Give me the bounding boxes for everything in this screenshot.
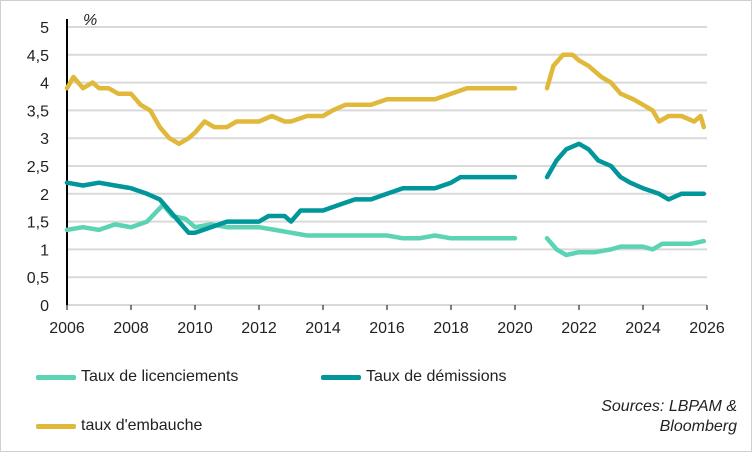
source-note: Sources: LBPAM & Bloomberg [601,397,737,437]
x-tick-label: 2010 [177,320,213,337]
series-line-1 [64,141,707,235]
legend-swatch-demissions [321,375,361,380]
x-tick-label: 2008 [113,320,149,337]
source-line-2: Bloomberg [659,418,737,435]
x-tick-label: 2024 [625,320,661,337]
unit-label: % [83,12,97,29]
y-tick-label: 4 [40,76,49,93]
y-tick-label: 3 [40,131,49,148]
x-tick-label: 2014 [305,320,341,337]
legend-label-embauche: taux d'embauche [81,417,203,434]
y-tick-label: 1,5 [27,215,49,232]
y-tick-label: 0,5 [27,270,49,287]
x-tick-label: 2006 [49,320,85,337]
y-tick-label: 1 [40,242,49,259]
x-tick-label: 2022 [561,320,597,337]
y-tick-label: 2,5 [27,159,49,176]
y-tick-label: 0 [40,298,49,315]
legend-swatch-licenciements [36,375,76,380]
y-tick-label: 5 [40,20,49,37]
x-tick-label: 2012 [241,320,277,337]
x-tick-label: 2020 [497,320,533,337]
x-tick-label: 2016 [369,320,405,337]
y-tick-label: 2 [40,187,49,204]
legend-swatch-embauche [36,424,76,429]
y-tick-label: 4,5 [27,48,49,65]
legend-label-licenciements: Taux de licenciements [81,368,239,385]
series-line-2 [64,52,707,147]
x-tick-label: 2026 [689,320,725,337]
source-line-1: Sources: LBPAM & [601,398,737,415]
x-tick-label: 2018 [433,320,469,337]
series-line-0 [64,202,707,258]
legend-label-demissions: Taux de démissions [366,368,507,385]
y-tick-label: 3,5 [27,103,49,120]
